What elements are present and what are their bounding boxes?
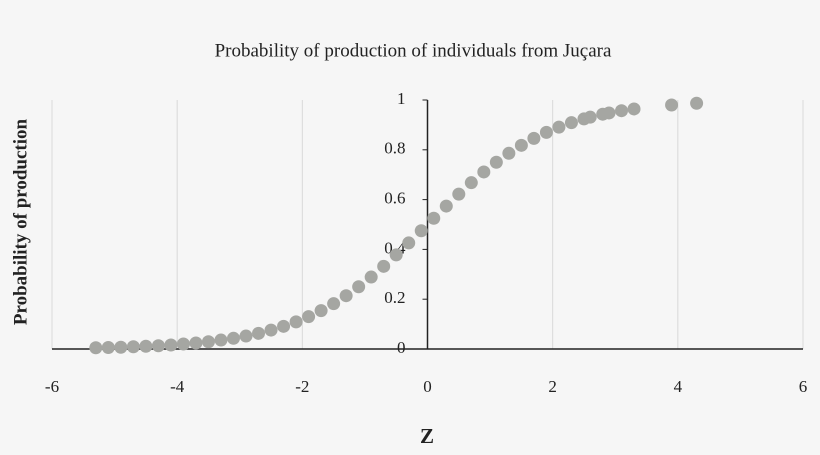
data-point bbox=[89, 341, 103, 355]
data-point bbox=[402, 236, 416, 250]
data-point bbox=[514, 138, 528, 152]
data-point bbox=[264, 323, 278, 337]
data-point bbox=[114, 340, 128, 354]
data-point bbox=[439, 199, 453, 213]
y-axis-label: Probability of production bbox=[10, 118, 31, 325]
data-point bbox=[314, 304, 328, 318]
data-point bbox=[339, 289, 353, 303]
data-point bbox=[289, 315, 303, 329]
chart-title: Probability of production of individuals… bbox=[215, 40, 612, 61]
data-point bbox=[539, 125, 553, 139]
data-point bbox=[364, 270, 378, 284]
x-tick-label: -6 bbox=[45, 377, 59, 396]
data-point bbox=[226, 331, 240, 345]
data-point bbox=[389, 248, 403, 262]
data-point bbox=[615, 104, 629, 118]
data-point bbox=[126, 340, 140, 354]
data-point bbox=[477, 165, 491, 179]
y-tick-label: 0.8 bbox=[384, 139, 405, 158]
y-tick-label: 1 bbox=[397, 89, 406, 108]
data-point bbox=[665, 98, 679, 112]
data-point bbox=[464, 176, 478, 190]
data-point bbox=[252, 326, 266, 340]
data-point bbox=[239, 329, 253, 343]
data-point bbox=[690, 96, 704, 110]
data-point bbox=[627, 102, 641, 116]
data-point bbox=[277, 319, 291, 333]
x-tick-label: 0 bbox=[423, 377, 432, 396]
x-tick-label: 2 bbox=[548, 377, 557, 396]
data-point bbox=[602, 106, 616, 120]
data-point bbox=[377, 259, 391, 273]
data-point bbox=[552, 120, 566, 134]
data-point bbox=[489, 155, 503, 169]
x-axis-label: Z bbox=[420, 424, 434, 448]
data-point bbox=[352, 280, 366, 294]
data-point bbox=[151, 339, 165, 353]
y-tick-label: 0.6 bbox=[384, 189, 405, 208]
data-point bbox=[101, 341, 115, 355]
data-point bbox=[214, 333, 228, 347]
data-point bbox=[164, 338, 178, 352]
data-point bbox=[527, 131, 541, 145]
y-tick-label: 0.2 bbox=[384, 288, 405, 307]
data-point bbox=[189, 336, 203, 350]
data-point bbox=[176, 337, 190, 351]
data-point bbox=[414, 224, 428, 238]
x-tick-label: 4 bbox=[674, 377, 683, 396]
data-point bbox=[427, 211, 441, 225]
data-point bbox=[452, 187, 466, 201]
data-point bbox=[327, 297, 341, 311]
y-tick-label: 0 bbox=[397, 338, 406, 357]
data-point bbox=[201, 335, 215, 349]
data-point bbox=[583, 110, 597, 124]
data-point bbox=[139, 339, 153, 353]
data-point bbox=[302, 310, 316, 324]
x-tick-label: 6 bbox=[799, 377, 808, 396]
data-point bbox=[502, 146, 516, 160]
x-tick-label: -4 bbox=[170, 377, 185, 396]
data-point bbox=[564, 116, 578, 130]
x-tick-label: -2 bbox=[295, 377, 309, 396]
